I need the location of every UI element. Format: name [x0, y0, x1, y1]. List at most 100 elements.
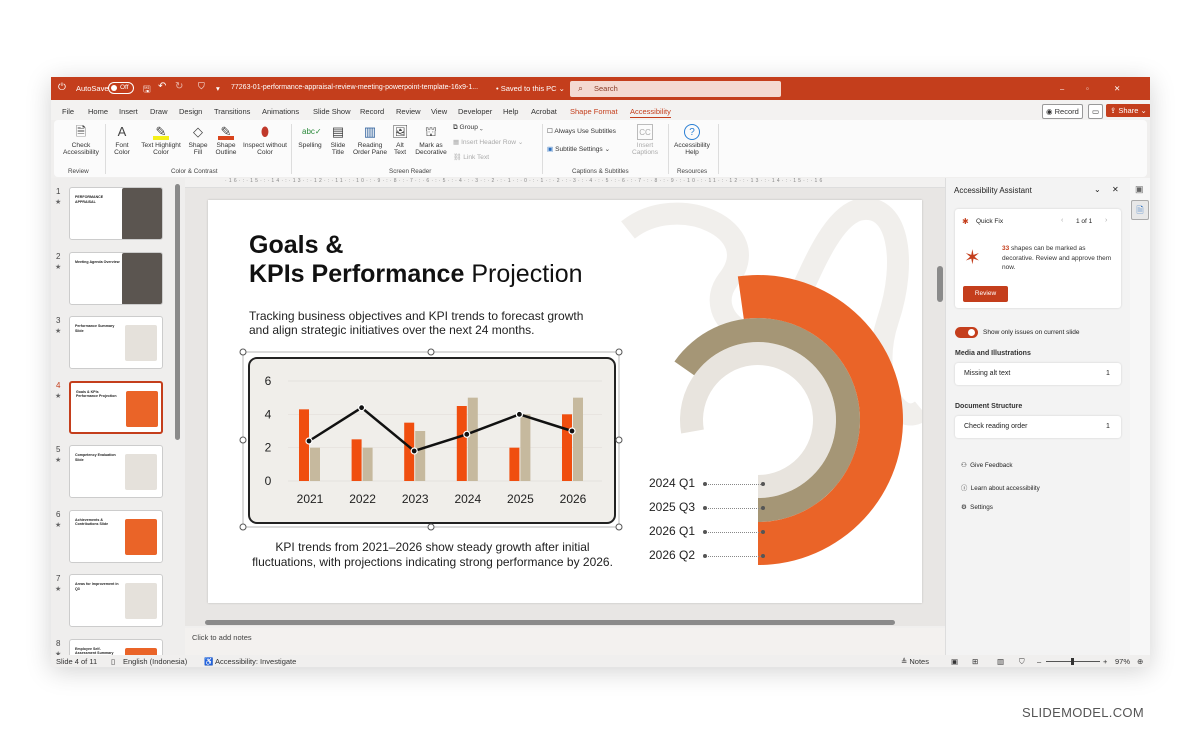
- learn-accessibility-link[interactable]: ⓘ Learn about accessibility: [961, 483, 1040, 492]
- tab-review[interactable]: Review: [396, 107, 421, 116]
- thumbnail-title: Competency Evaluation Slide: [75, 453, 116, 462]
- tab-file[interactable]: File: [62, 107, 75, 116]
- slide-sorter-icon[interactable]: ⊞: [972, 657, 979, 666]
- tab-view[interactable]: View: [431, 107, 448, 116]
- give-feedback-link[interactable]: ⚇ Give Feedback: [961, 462, 1013, 469]
- insert-captions-button[interactable]: CC Insert Captions: [630, 124, 660, 156]
- reading-view-icon[interactable]: ▥: [997, 657, 1005, 666]
- toggle-label: Show only issues on current slide: [983, 329, 1080, 336]
- thumbnail-title: Areas for Improvement in Q3: [75, 582, 119, 591]
- insert-header-row-button[interactable]: ▦ Insert Header Row ⌄: [453, 139, 524, 146]
- comments-button[interactable]: ▭: [1088, 104, 1104, 119]
- mark-decorative-button[interactable]: ⛫ Mark as Decorative: [412, 124, 450, 156]
- share-button[interactable]: ⇪ Share ⌄: [1106, 104, 1150, 117]
- thumbnail-graphic: [125, 454, 157, 490]
- check-reading-order-item[interactable]: Check reading order 1: [955, 416, 1121, 438]
- tab-acrobat[interactable]: Acrobat: [531, 107, 557, 116]
- missing-alt-text-item[interactable]: Missing alt text 1: [955, 363, 1121, 385]
- normal-view-icon[interactable]: ▣: [951, 657, 959, 666]
- close-button[interactable]: ✕: [1114, 84, 1121, 93]
- chart-caption[interactable]: KPI trends from 2021–2026 show steady gr…: [252, 540, 613, 569]
- vertical-scrollbar-thumb[interactable]: [937, 266, 943, 302]
- accessibility-help-button[interactable]: ? Accessibility Help: [670, 124, 714, 156]
- zoom-slider[interactable]: – +: [1037, 657, 1108, 666]
- tab-transitions[interactable]: Transitions: [214, 107, 251, 116]
- save-icon[interactable]: 🖫: [143, 84, 151, 94]
- group-button[interactable]: ⧉ Group ⌄: [453, 124, 483, 131]
- customize-qat-icon[interactable]: ▾: [216, 84, 220, 93]
- tab-shape-format[interactable]: Shape Format: [570, 107, 618, 116]
- autosave-toggle[interactable]: Off: [108, 82, 134, 94]
- slide-thumbnail[interactable]: Achievements & Contributions Slide: [69, 509, 163, 563]
- pane-close-icon[interactable]: ✕: [1112, 185, 1119, 194]
- always-use-subtitles-checkbox[interactable]: ☐ Always Use Subtitles: [547, 128, 616, 135]
- fit-to-window-icon[interactable]: ⊕: [1137, 657, 1144, 666]
- record-button[interactable]: ◉ Record: [1042, 104, 1083, 119]
- trend-line: [308, 406, 573, 453]
- slide-thumbnail[interactable]: Performance Summary Slide: [69, 316, 163, 369]
- designer-icon[interactable]: ▣: [1135, 184, 1144, 194]
- thumbnails-scrollbar[interactable]: [175, 184, 180, 440]
- notes-placeholder: Click to add notes: [192, 633, 252, 642]
- present-icon[interactable]: ⛉: [198, 81, 205, 91]
- tab-record[interactable]: Record: [360, 107, 385, 116]
- tab-help[interactable]: Help: [503, 107, 519, 116]
- font-color-button[interactable]: A Font Color: [109, 124, 135, 156]
- save-status[interactable]: • Saved to this PC ⌄: [496, 84, 565, 93]
- language[interactable]: English (Indonesia): [123, 657, 188, 666]
- slideshow-icon[interactable]: ⛉: [1019, 657, 1025, 666]
- tab-developer[interactable]: Developer: [458, 107, 493, 116]
- spellcheck-icon[interactable]: ▯: [111, 657, 116, 666]
- horizontal-scrollbar-thumb[interactable]: [205, 620, 895, 625]
- tab-insert[interactable]: Insert: [119, 107, 138, 116]
- slide-title[interactable]: Goals & KPIs Performance Projection: [249, 231, 583, 289]
- decorative-squiggle: [621, 200, 922, 426]
- zoom-level[interactable]: 97%: [1115, 657, 1131, 666]
- feedback-icon: ⚇: [961, 462, 967, 469]
- tab-slide-show[interactable]: Slide Show: [313, 107, 351, 116]
- pane-options-chevron-icon[interactable]: ⌄: [1094, 185, 1101, 194]
- kpi-chart[interactable]: 0 2 4 6 2021 2022 2023 2024 2025 2026: [51, 77, 1150, 667]
- accessibility-status[interactable]: ♿ Accessibility: Investigate: [204, 657, 297, 666]
- notes-button[interactable]: ≜ Notes: [901, 657, 929, 666]
- undo-icon[interactable]: ↶: [158, 81, 167, 92]
- slide-thumbnail[interactable]: Competency Evaluation Slide: [69, 445, 163, 498]
- tab-home[interactable]: Home: [88, 107, 109, 116]
- minimize-button[interactable]: –: [1060, 84, 1065, 93]
- notes-area[interactable]: Click to add notes: [185, 628, 945, 655]
- shape-outline-button[interactable]: ✎ Shape Outline: [211, 124, 241, 156]
- shape-fill-button[interactable]: ◇ Shape Fill: [186, 124, 210, 156]
- powerpoint-window: ⏻ AutoSave Off 🖫 ↶ ↻ ⛉ ▾ 77263-01-perfor…: [51, 77, 1150, 667]
- restore-button[interactable]: ▫: [1086, 84, 1089, 93]
- settings-link[interactable]: ⚙ Settings: [961, 504, 993, 511]
- slide-thumbnail[interactable]: PERFORMANCE APPRAISAL: [69, 187, 163, 240]
- tab-draw[interactable]: Draw: [150, 107, 168, 116]
- slide-thumbnail[interactable]: Goals & KPIs Performance Projection: [69, 380, 163, 434]
- current-slide-toggle[interactable]: [955, 327, 978, 338]
- reading-order-pane-button[interactable]: ▥ Reading Order Pane: [352, 124, 388, 156]
- animation-star-icon: ★: [55, 457, 62, 464]
- subtitle-settings-button[interactable]: ▣ Subtitle Settings ⌄: [547, 146, 611, 153]
- inspect-without-color-button[interactable]: ⬮ Inspect without Color: [241, 124, 289, 156]
- next-icon[interactable]: ›: [1105, 217, 1108, 224]
- slide-subtitle[interactable]: Tracking business objectives and KPI tre…: [249, 309, 584, 337]
- alt-text-button[interactable]: 🖼 Alt Text: [390, 124, 410, 156]
- slide-title-button[interactable]: ▤ Slide Title: [326, 124, 350, 156]
- slide-thumbnail[interactable]: Meeting Agenda Overview: [69, 251, 163, 305]
- search-input[interactable]: ⌕ Search: [570, 81, 781, 97]
- tab-design[interactable]: Design: [179, 107, 203, 116]
- tab-accessibility[interactable]: Accessibility: [630, 107, 671, 118]
- accessibility-pane-icon[interactable]: 🗎: [1131, 200, 1149, 220]
- slide-thumbnail[interactable]: Areas for Improvement in Q3: [69, 574, 163, 627]
- link-text-button[interactable]: ⛓ Link Text: [453, 154, 490, 161]
- always-subtitles-label: Always Use Subtitles: [554, 128, 616, 135]
- tab-animations[interactable]: Animations: [262, 107, 300, 116]
- review-button[interactable]: Review: [963, 286, 1008, 302]
- check-accessibility-button[interactable]: 🗎 Check Accessibility: [59, 124, 103, 156]
- text-highlight-button[interactable]: ✎ Text Highlight Color: [136, 124, 186, 156]
- prev-icon[interactable]: ‹: [1061, 217, 1064, 224]
- thumbnail-number: 3: [56, 316, 61, 325]
- redo-icon[interactable]: ↻: [175, 81, 184, 92]
- spelling-button[interactable]: abc✓ Spelling: [296, 124, 324, 149]
- y-tick-label: 4: [265, 407, 272, 421]
